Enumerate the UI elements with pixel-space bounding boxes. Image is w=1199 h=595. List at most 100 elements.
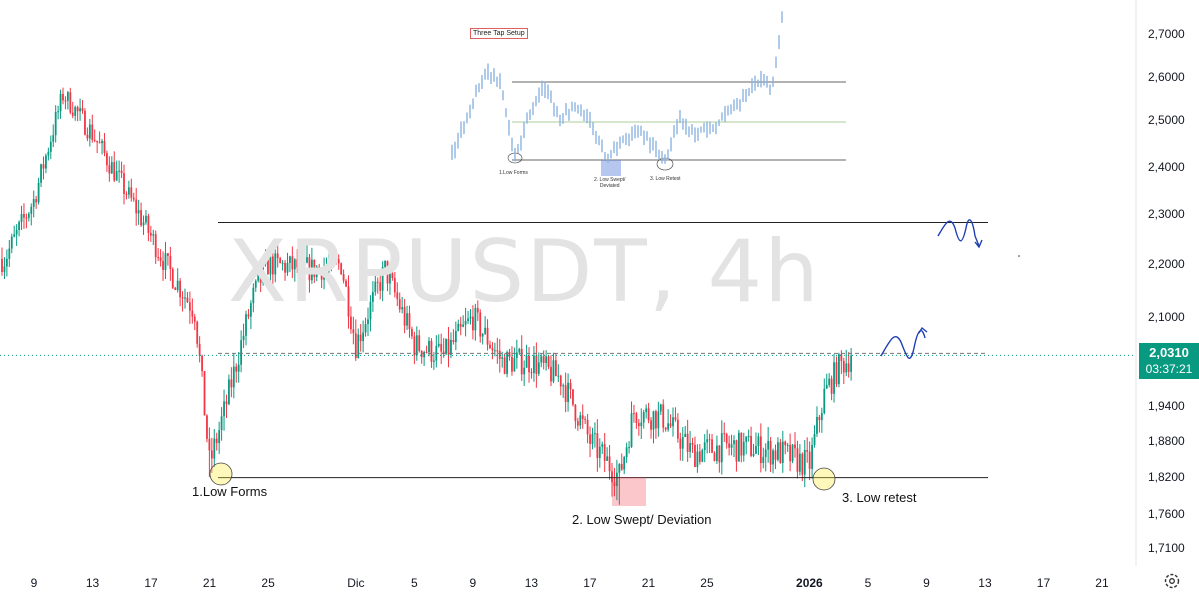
candle-body: [737, 432, 740, 462]
candle-body: [52, 135, 55, 142]
candle-body: [279, 258, 282, 263]
candle-body: [259, 274, 262, 283]
candle-body: [54, 112, 57, 136]
candle-body: [830, 378, 833, 394]
candle-body: [15, 230, 18, 235]
candle-body: [667, 423, 670, 430]
candle-body: [825, 384, 828, 389]
candle-body: [718, 445, 721, 463]
candle-body: [191, 310, 194, 317]
candle-body: [808, 451, 811, 469]
candle-body: [476, 307, 479, 313]
candle-body: [674, 417, 677, 420]
candle-body: [188, 302, 191, 311]
gear-icon[interactable]: [1163, 572, 1181, 590]
candle-body: [132, 197, 135, 200]
time-tick-label: 9: [31, 576, 38, 590]
inset-deviation-zone: [601, 160, 621, 176]
candle-body: [798, 453, 801, 472]
candle-body: [664, 427, 667, 430]
candle-body: [784, 441, 787, 446]
candle-body: [518, 348, 521, 353]
candle-body: [586, 419, 589, 435]
candle-body: [733, 440, 735, 445]
candle-body: [633, 413, 635, 415]
candle-body: [403, 307, 406, 326]
candle-body: [498, 350, 501, 359]
candle-body: [149, 232, 152, 236]
candle-body: [193, 316, 196, 322]
candle-body: [835, 362, 838, 385]
time-tick-label: 13: [978, 576, 992, 590]
candle-body: [186, 297, 189, 303]
candle-body: [767, 440, 770, 450]
candle-body: [181, 297, 184, 299]
candle-body: [474, 307, 477, 331]
candle-body: [213, 438, 216, 459]
candle-body: [215, 438, 218, 444]
candle-body: [137, 210, 140, 214]
low-retest-marker: [812, 467, 836, 491]
candle-body: [374, 281, 377, 292]
candle-body: [245, 314, 247, 336]
candle-body: [162, 261, 164, 271]
candle-body: [425, 351, 428, 353]
candle-body: [174, 287, 177, 290]
candle-body: [254, 280, 257, 288]
candle-body: [320, 268, 323, 280]
candle-body: [223, 401, 225, 417]
candle-body: [694, 444, 696, 468]
candle-body: [757, 436, 760, 447]
candle-body: [615, 472, 618, 487]
candle-body: [540, 356, 543, 363]
candle-body: [293, 259, 296, 270]
candle-body: [479, 312, 482, 337]
candle-body: [411, 328, 413, 337]
bar-countdown: 03:37:21: [1145, 362, 1193, 376]
candle-body: [503, 357, 506, 374]
candle-body: [440, 343, 443, 352]
candle-body: [76, 107, 79, 112]
candle-body: [103, 141, 106, 154]
symbol-watermark: XRPUSDT, 4h: [228, 222, 821, 322]
candle-body: [462, 324, 465, 327]
candle-body: [601, 444, 604, 447]
candle-body: [142, 222, 145, 226]
candle-body: [428, 340, 430, 353]
candle-body: [745, 436, 748, 442]
candle-body: [572, 389, 574, 405]
candle-body: [669, 423, 672, 427]
candle-body: [208, 438, 211, 451]
candle-body: [628, 447, 630, 449]
candle-body: [706, 439, 709, 443]
candle-body: [581, 415, 584, 419]
candle-body: [10, 236, 13, 249]
candle-body: [228, 379, 230, 405]
candle-body: [242, 335, 245, 341]
candle-body: [725, 433, 728, 444]
candle-body: [489, 344, 491, 349]
candle-body: [454, 331, 457, 342]
price-tick-label: 2,6000: [1148, 70, 1185, 84]
candle-body: [630, 413, 633, 448]
candle-body: [203, 371, 206, 416]
candle-body: [301, 257, 304, 259]
candle-body: [345, 280, 347, 287]
candle-body: [528, 355, 530, 373]
time-tick-label: Dic: [347, 576, 364, 590]
candle-body: [362, 332, 365, 342]
candle-body: [120, 170, 123, 174]
candle-body: [820, 413, 823, 421]
candle-body: [206, 415, 208, 439]
time-tick-label: 17: [583, 576, 597, 590]
candle-body: [642, 412, 645, 423]
candle-body: [774, 450, 777, 460]
candle-body: [147, 215, 150, 233]
candle-body: [786, 444, 789, 446]
candle-body: [847, 363, 850, 372]
candle-body: [789, 444, 792, 462]
candle-body: [84, 110, 86, 135]
price-tick-label: 2,4000: [1148, 160, 1185, 174]
candle-body: [508, 352, 511, 357]
